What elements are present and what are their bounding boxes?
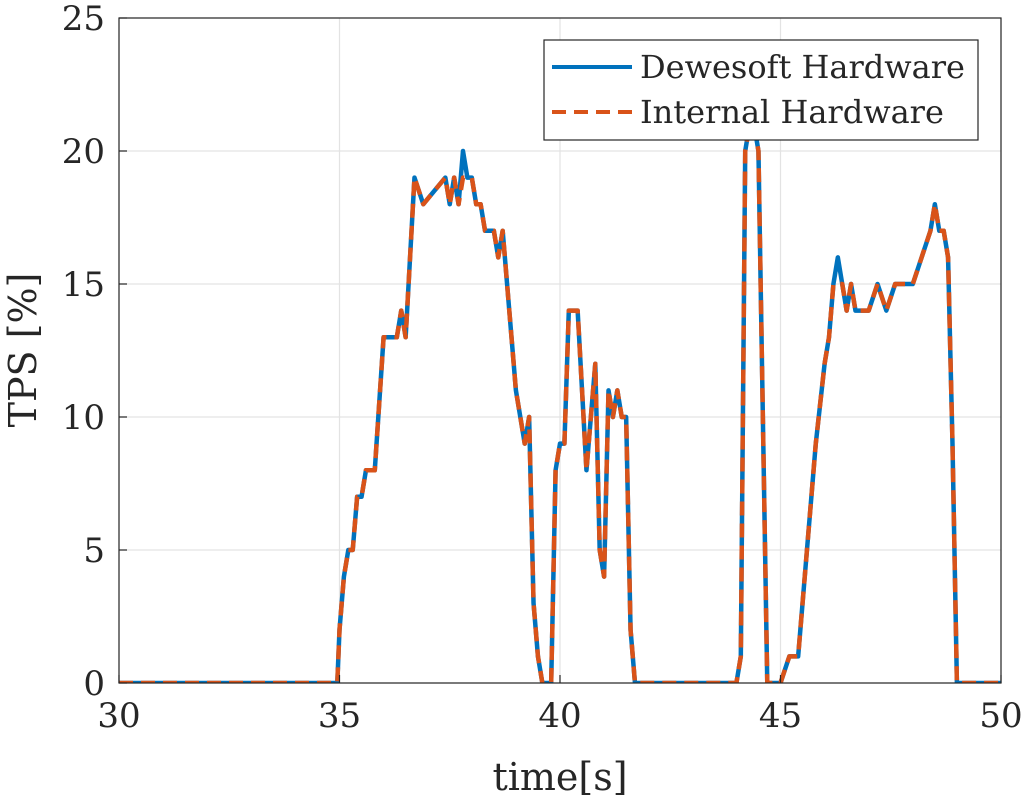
y-tick-label: 20 xyxy=(62,132,105,172)
x-tick-label: 35 xyxy=(318,696,361,736)
axis-ticks: 30 35 40 45 50 0 5 10 15 20 25 xyxy=(62,0,1023,736)
x-tick-label: 50 xyxy=(979,696,1022,736)
series-layer xyxy=(119,122,1001,683)
y-tick-label: 5 xyxy=(83,531,105,571)
legend-box xyxy=(543,39,979,141)
y-tick-label: 25 xyxy=(62,0,105,39)
legend-label-internal: Internal Hardware xyxy=(640,93,944,131)
legend-label-dewesoft: Dewesoft Hardware xyxy=(640,48,965,86)
y-tick-label: 0 xyxy=(83,664,105,704)
x-tick-label: 30 xyxy=(97,696,140,736)
y-tick-label: 10 xyxy=(62,398,105,438)
x-tick-label: 45 xyxy=(759,696,802,736)
series-line-internal-hardware xyxy=(119,122,1001,683)
legend: Dewesoft Hardware Internal Hardware xyxy=(543,39,979,141)
x-tick-label: 40 xyxy=(538,696,581,736)
x-axis-title: time[s] xyxy=(492,755,627,799)
y-axis-title: TPS [%] xyxy=(1,273,45,428)
y-tick-label: 15 xyxy=(62,265,105,305)
